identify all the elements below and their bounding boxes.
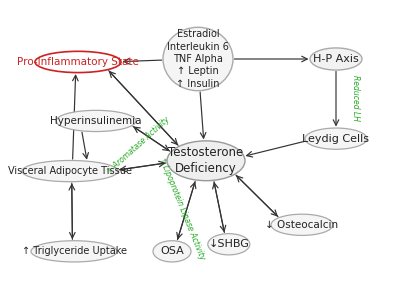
Ellipse shape [271,214,333,235]
Ellipse shape [163,27,233,91]
Text: ↑ Lipoprotein Lipase Activity: ↑ Lipoprotein Lipase Activity [157,155,206,261]
Ellipse shape [35,51,121,73]
Text: ↑ Aromatase Activity: ↑ Aromatase Activity [105,115,171,176]
Ellipse shape [310,48,362,70]
Text: Leydig Cells: Leydig Cells [302,134,370,144]
Text: Visceral Adipocyte Tissue: Visceral Adipocyte Tissue [8,166,132,176]
Text: Pro-Inflammatory State: Pro-Inflammatory State [17,57,139,67]
Text: Testosterone
Deficiency: Testosterone Deficiency [168,146,244,175]
Text: H-P Axis: H-P Axis [313,54,359,64]
Ellipse shape [208,234,250,255]
Text: ↑ Triglyceride Uptake: ↑ Triglyceride Uptake [22,246,126,256]
Text: ↓ Osteocalcin: ↓ Osteocalcin [266,220,338,230]
Ellipse shape [31,241,117,262]
Text: Reduced LH: Reduced LH [351,75,360,121]
Text: OSA: OSA [160,246,184,256]
Ellipse shape [56,110,136,132]
Ellipse shape [153,241,191,262]
Ellipse shape [305,128,367,149]
Ellipse shape [167,141,245,181]
Text: Hyperinsulinemia: Hyperinsulinemia [50,116,142,126]
Text: ↓SHBG: ↓SHBG [208,239,249,249]
Ellipse shape [22,160,118,182]
Text: Estradiol
Interleukin 6
TNF Alpha
↑ Leptin
↑ Insulin: Estradiol Interleukin 6 TNF Alpha ↑ Lept… [167,29,229,89]
